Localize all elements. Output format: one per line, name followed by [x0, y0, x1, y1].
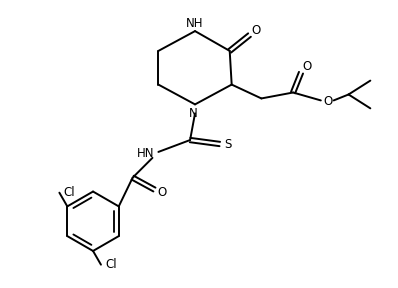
Text: O: O [252, 24, 261, 37]
Text: O: O [323, 95, 332, 108]
Text: O: O [158, 186, 167, 199]
Text: O: O [302, 60, 312, 73]
Text: NH: NH [186, 17, 204, 30]
Text: Cl: Cl [63, 186, 75, 199]
Text: Cl: Cl [105, 258, 117, 271]
Text: S: S [224, 139, 231, 151]
Text: N: N [189, 107, 197, 120]
Text: HN: HN [137, 147, 154, 160]
